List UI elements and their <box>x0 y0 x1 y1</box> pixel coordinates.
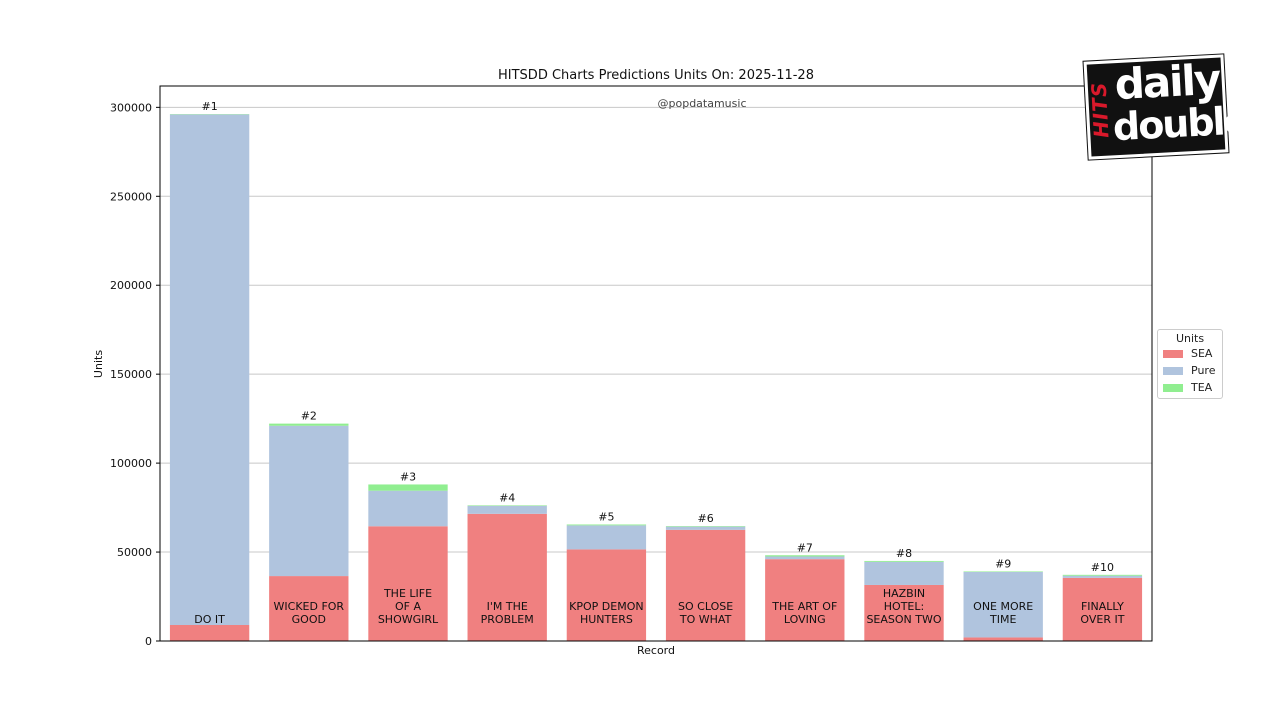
bar-sea <box>765 559 845 641</box>
category-label: HUNTERS <box>580 613 633 626</box>
axes: 0 50000 100000 150000 200000 250000 300000 <box>110 101 160 648</box>
bar-tea <box>467 505 547 506</box>
y-tick-label: 300000 <box>110 101 152 114</box>
category-label: OF A <box>395 600 421 613</box>
category-label: OVER IT <box>1080 613 1124 626</box>
category-label: PROBLEM <box>481 613 534 626</box>
legend-label-tea: TEA <box>1191 381 1213 394</box>
category-label: SO CLOSE <box>678 600 733 613</box>
rank-label: #2 <box>301 410 317 423</box>
y-tick-label: 150000 <box>110 368 152 381</box>
bar-sea <box>1062 577 1143 641</box>
category-label: HAZBIN <box>883 587 925 600</box>
category-label: WICKED FOR <box>274 600 345 613</box>
bar-sea <box>566 549 647 641</box>
rank-label: #9 <box>995 557 1011 570</box>
bar-pure <box>963 571 1043 638</box>
bars <box>169 114 1143 641</box>
bar-tea <box>765 555 845 557</box>
legend-item-tea: TEA <box>1158 379 1222 396</box>
bar-pure <box>1062 575 1143 578</box>
legend-swatch-tea <box>1163 383 1183 392</box>
category-label: HOTEL: <box>884 600 924 613</box>
rank-label: #10 <box>1091 561 1114 574</box>
category-label: LOVING <box>784 613 826 626</box>
bar-sea <box>665 529 746 641</box>
category-label: I'M THE <box>487 600 528 613</box>
bar-pure <box>467 505 547 514</box>
bar-sea <box>864 584 944 641</box>
rank-label: #4 <box>499 491 515 504</box>
category-label: KPOP DEMON <box>569 600 643 613</box>
watermark-text: @popdatamusic <box>658 97 747 110</box>
legend-item-pure: Pure <box>1158 362 1222 379</box>
y-tick-label: 0 <box>145 635 152 648</box>
bar-pure <box>169 114 250 625</box>
bar-tea <box>269 423 349 426</box>
rank-label: #6 <box>697 512 713 525</box>
bar-sea <box>169 624 250 641</box>
category-label: THE ART OF <box>771 600 837 613</box>
hits-daily-double-logo: HITS daily double <box>1083 54 1248 160</box>
rank-label: #7 <box>797 541 813 554</box>
legend-label-sea: SEA <box>1191 347 1213 360</box>
bar-sea <box>467 513 547 641</box>
bar-pure <box>665 526 746 530</box>
category-label: SEASON TWO <box>866 613 941 626</box>
bar-pure <box>765 556 845 560</box>
category-label: GOOD <box>292 613 326 626</box>
y-tick-label: 100000 <box>110 457 152 470</box>
category-label: ONE MORE <box>973 600 1033 613</box>
logo-hits-text: HITS <box>1086 81 1114 139</box>
rank-label: #8 <box>896 547 912 560</box>
bar-tea <box>1062 574 1143 576</box>
category-label: TO WHAT <box>679 613 732 626</box>
legend-label-pure: Pure <box>1191 364 1216 377</box>
legend-item-sea: SEA <box>1158 345 1222 362</box>
bar-sea <box>269 576 349 641</box>
category-label: TIME <box>989 613 1016 626</box>
bar-pure <box>864 561 944 585</box>
bar-pure <box>566 525 647 550</box>
chart-title: HITSDD Charts Predictions Units On: 2025… <box>498 68 814 83</box>
category-label: DO IT <box>194 613 225 626</box>
legend: Units SEA Pure TEA <box>1157 329 1223 399</box>
bar-sea <box>368 526 448 641</box>
legend-swatch-sea <box>1163 349 1183 358</box>
legend-swatch-pure <box>1163 366 1183 375</box>
logo-daily-text: daily <box>1113 54 1221 110</box>
category-label: SHOWGIRL <box>378 613 439 626</box>
plot-frame <box>159 85 1153 642</box>
category-label: THE LIFE <box>383 587 432 600</box>
x-axis-label: Record <box>637 644 675 657</box>
category-label: FINALLY <box>1081 600 1124 613</box>
y-tick-label: 50000 <box>117 546 152 559</box>
y-tick-label: 200000 <box>110 279 152 292</box>
bar-tea <box>368 484 448 491</box>
rank-label: #1 <box>201 100 217 113</box>
rank-label: #5 <box>598 510 614 523</box>
bar-sea <box>963 637 1043 641</box>
y-axis-label: Units <box>92 350 105 378</box>
legend-title: Units <box>1175 332 1205 345</box>
bar-pure <box>368 490 448 527</box>
logo-double-text: double <box>1111 98 1249 150</box>
bar-tea <box>665 526 746 527</box>
y-tick-label: 250000 <box>110 190 152 203</box>
bar-tea <box>566 524 647 526</box>
bar-tea <box>864 560 944 562</box>
bar-tea <box>963 571 1043 572</box>
rank-label: #3 <box>400 470 416 483</box>
bar-pure <box>269 425 349 577</box>
